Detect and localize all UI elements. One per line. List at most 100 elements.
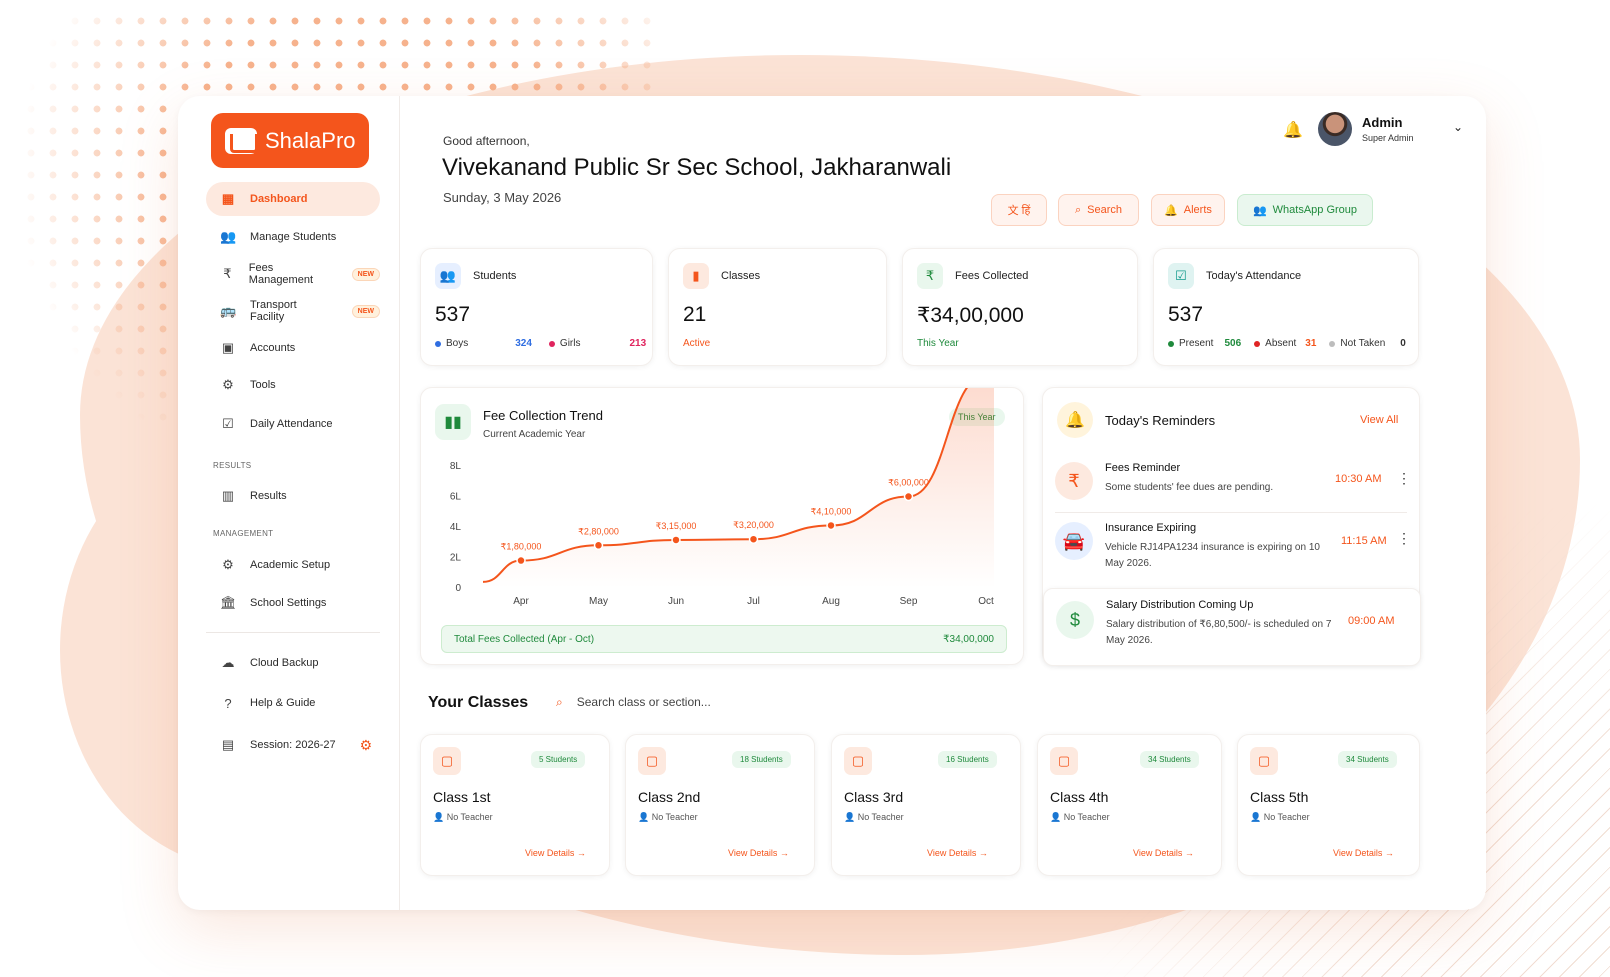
book-icon: ▢	[1050, 747, 1078, 775]
search-button[interactable]: ⌕ Search	[1058, 194, 1139, 226]
boys-dot	[435, 340, 441, 347]
whatsapp-group-button[interactable]: 👥 WhatsApp Group	[1237, 194, 1373, 226]
view-details-link[interactable]: View Details →	[1133, 848, 1194, 858]
sidebar-item-academic-setup[interactable]: ⚙ Academic Setup	[206, 548, 380, 582]
series-line	[482, 388, 968, 583]
classes-heading: Your Classes	[428, 694, 529, 711]
stat-title: Today's Attendance	[1206, 270, 1302, 282]
fees-period: This Year	[917, 338, 959, 349]
sidebar-item-results[interactable]: ▥ Results	[206, 479, 380, 513]
data-label: ₹6,00,000	[888, 478, 929, 488]
sidebar-item-transport[interactable]: 🚌 Transport Facility NEW	[206, 294, 380, 328]
sidebar-item-accounts[interactable]: ▣ Accounts	[206, 331, 380, 365]
cloud-icon: ☁	[221, 655, 235, 670]
class-card[interactable]: ▢ 16 Students Class 3rd 👤 No Teacher Vie…	[831, 734, 1021, 876]
car-icon: 🚘	[1055, 522, 1093, 560]
language-button[interactable]: 文 हिं	[991, 194, 1047, 226]
book-icon: ▢	[433, 747, 461, 775]
chevron-down-icon[interactable]: ⌄	[1453, 120, 1464, 134]
x-tick-label: Sep	[900, 596, 918, 607]
x-tick-label: Aug	[822, 596, 840, 607]
sidebar-item-cloud-backup[interactable]: ☁ Cloud Backup	[206, 646, 380, 680]
attendance-card[interactable]: ☑ Today's Attendance 537 Present 506 Abs…	[1153, 248, 1419, 366]
sidebar-item-manage-students[interactable]: 👥 Manage Students	[206, 220, 380, 254]
sidebar-item-label: Tools	[250, 379, 276, 391]
session-settings-icon[interactable]: ⚙	[359, 736, 373, 753]
reminder-desc: Vehicle RJ14PA1234 insurance is expiring…	[1105, 542, 1320, 569]
sidebar-item-school-settings[interactable]: 🏛 School Settings	[206, 586, 380, 620]
calendar-icon: ▤	[221, 737, 235, 752]
boys-count: 324	[515, 338, 532, 349]
reminder-divider	[1055, 512, 1407, 513]
teacher-name: No Teacher	[1063, 812, 1110, 822]
sidebar-item-label: Fees Management	[248, 262, 314, 286]
rupee-icon: ₹	[223, 266, 232, 281]
money-icon: $	[1056, 601, 1094, 639]
new-badge: NEW	[351, 267, 380, 281]
user-icon: 👤	[433, 812, 447, 822]
data-point	[903, 491, 914, 502]
sidebar-item-label: Transport Facility	[250, 299, 297, 323]
y-tick-label: 8L	[450, 461, 462, 472]
class-search-placeholder: Search class or section...	[576, 695, 711, 709]
teacher-info: 👤 No Teacher	[1050, 812, 1110, 823]
view-all-link[interactable]: View All	[1360, 414, 1399, 426]
reminder-item-highlight[interactable]: $ Salary Distribution Coming Up Salary d…	[1043, 588, 1421, 666]
new-badge: NEW	[351, 304, 380, 318]
section-label-results: RESULTS	[213, 461, 252, 470]
y-tick-label: 0	[455, 583, 461, 594]
x-tick-label: Apr	[513, 596, 529, 607]
view-details-link[interactable]: View Details →	[728, 848, 789, 858]
total-fees-bar: Total Fees Collected (Apr - Oct) ₹34,00,…	[441, 625, 1007, 653]
girls-count: 213	[629, 338, 647, 349]
bell-icon[interactable]: 🔔	[1283, 122, 1303, 139]
class-card[interactable]: ▢ 34 Students Class 4th 👤 No Teacher Vie…	[1037, 734, 1222, 876]
gender-breakdown: Boys 324 Girls 213	[435, 338, 646, 349]
stat-title: Students	[473, 270, 517, 282]
arrow-right-icon: →	[978, 848, 988, 858]
avatar[interactable]	[1318, 112, 1352, 146]
current-date: Sunday, 3 May 2026	[443, 190, 562, 205]
stat-value: ₹34,00,000	[917, 304, 1024, 327]
book-icon: ▢	[1250, 747, 1278, 775]
sidebar-item-tools[interactable]: ⚙ Tools	[206, 368, 380, 402]
class-search-input[interactable]: ⌕ Search class or section...	[542, 682, 1280, 722]
reminder-item[interactable]: ₹ Fees Reminder Some students' fee dues …	[1055, 462, 1411, 512]
more-icon[interactable]: ⋮	[1397, 530, 1411, 546]
class-card[interactable]: ▢ 18 Students Class 2nd 👤 No Teacher Vie…	[625, 734, 815, 876]
data-point	[826, 520, 836, 531]
class-card[interactable]: ▢ 34 Students Class 5th 👤 No Teacher Vie…	[1237, 734, 1420, 876]
view-details-link[interactable]: View Details →	[1333, 848, 1394, 858]
book-icon: ▢	[638, 747, 666, 775]
data-point	[593, 540, 604, 551]
alerts-button[interactable]: 🔔 Alerts	[1151, 194, 1225, 226]
teacher-info: 👤 No Teacher	[1250, 812, 1310, 823]
sidebar-item-dashboard[interactable]: ▦ Dashboard	[206, 182, 380, 216]
reminder-time: 09:00 AM	[1348, 615, 1395, 627]
classes-card[interactable]: ▮ Classes 21 Active	[668, 248, 887, 366]
reminder-time: 10:30 AM	[1335, 473, 1382, 485]
students-badge: 16 Students	[938, 751, 997, 768]
section-label-management: MANAGEMENT	[213, 529, 274, 538]
more-icon[interactable]: ⋮	[1397, 470, 1411, 486]
sidebar-item-help[interactable]: ? Help & Guide	[206, 686, 380, 720]
absent-label: Absent	[1265, 338, 1297, 349]
sidebar-item-session[interactable]: ▤ Session: 2026-27 ⚙	[206, 728, 380, 762]
stat-title: Classes	[721, 270, 761, 282]
sidebar-item-fees-management[interactable]: ₹ Fees Management NEW	[206, 257, 380, 291]
logo[interactable]: ShalaPro	[211, 113, 369, 168]
reminder-item[interactable]: 🚘 Insurance Expiring Vehicle RJ14PA1234 …	[1055, 522, 1411, 588]
check-square-icon: ☑	[1168, 263, 1194, 289]
language-label: 文 हिं	[1007, 205, 1031, 217]
fees-card[interactable]: ₹ Fees Collected ₹34,00,000 This Year	[902, 248, 1138, 366]
view-details-link[interactable]: View Details →	[927, 848, 988, 858]
students-card[interactable]: 👥 Students 537 Boys 324 Girls 213	[420, 248, 653, 366]
class-card[interactable]: ▢ 5 Students Class 1st 👤 No Teacher View…	[420, 734, 610, 876]
help-icon: ?	[224, 695, 232, 711]
reminder-name: Fees Reminder	[1105, 462, 1181, 474]
total-fees-value: ₹34,00,000	[943, 633, 994, 645]
view-details-link[interactable]: View Details →	[525, 848, 586, 858]
sidebar-item-daily-attendance[interactable]: ☑ Daily Attendance	[206, 407, 380, 441]
teacher-info: 👤 No Teacher	[433, 812, 493, 823]
teacher-info: 👤 No Teacher	[638, 812, 698, 823]
